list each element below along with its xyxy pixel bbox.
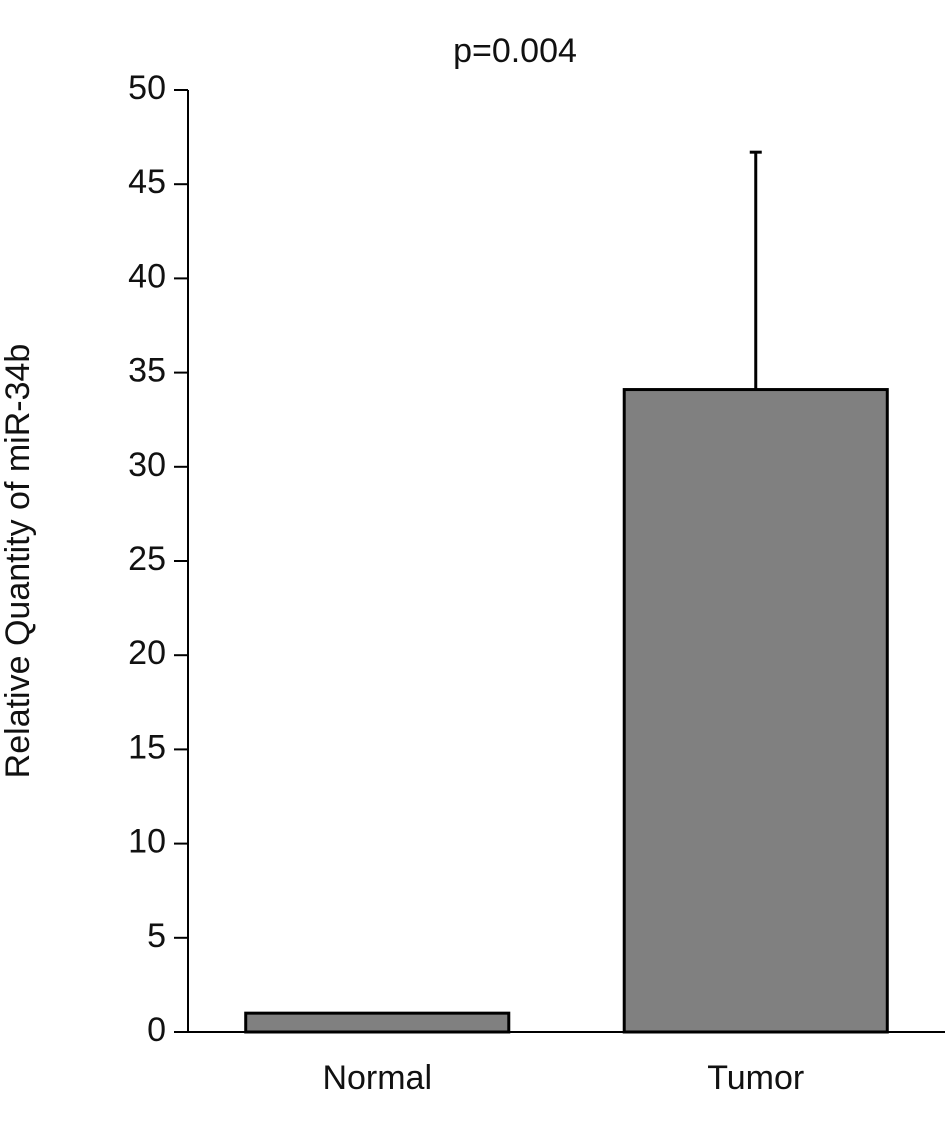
y-tick-label: 15 [128, 728, 166, 766]
y-tick-label: 25 [128, 540, 166, 578]
y-tick-label: 45 [128, 163, 166, 201]
y-tick-label: 10 [128, 823, 166, 861]
y-tick-label: 35 [128, 352, 166, 390]
x-tick-label: Normal [322, 1059, 432, 1097]
chart-title: p=0.004 [453, 32, 577, 70]
y-tick-label: 20 [128, 634, 166, 672]
y-tick-label: 0 [147, 1011, 166, 1049]
x-tick-label: Tumor [707, 1059, 804, 1097]
y-tick-label: 30 [128, 446, 166, 484]
y-tick-label: 5 [147, 917, 166, 955]
y-tick-label: 50 [128, 69, 166, 107]
y-axis-label: Relative Quantity of miR-34b [0, 344, 37, 779]
y-tick-label: 40 [128, 257, 166, 295]
bar [622, 388, 889, 1034]
bar [244, 1011, 511, 1034]
